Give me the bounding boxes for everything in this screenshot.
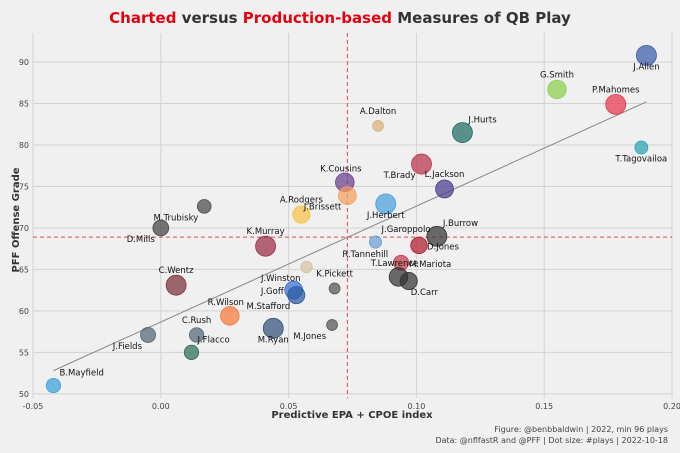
x-tick-label: 0.00: [152, 402, 170, 411]
point-label: M.Jones: [293, 332, 326, 342]
point-label: J.Winston: [260, 274, 301, 284]
data-point: [338, 186, 357, 205]
point-label: J.Burrow: [442, 219, 478, 229]
point-label: D.Mills: [127, 235, 156, 245]
point-label: K.Murray: [247, 227, 285, 237]
point-label: J.Flacco: [196, 335, 229, 345]
point-label: C.Wentz: [159, 266, 194, 276]
trend-line: [53, 101, 647, 372]
title-part: versus: [176, 9, 242, 27]
data-point: [636, 44, 657, 66]
point-label: K.Cousins: [320, 164, 362, 174]
data-point: [300, 260, 313, 274]
point-label: K.Pickett: [316, 270, 353, 280]
point-label: L.Jackson: [425, 170, 465, 180]
axis-ticks: -0.05 0.00 0.05 0.10 0.15 0.20 50 55 60 65 70 75 80 8…: [19, 58, 680, 411]
footnote-line-2: Data: @nflfastR and @PFF | Dot size: #pl…: [435, 436, 668, 445]
point-label: J.Goff: [260, 287, 285, 297]
y-tick-label: 50: [19, 390, 29, 399]
y-tick-label: 85: [19, 100, 29, 109]
data-point: [410, 236, 428, 255]
data-point: [547, 79, 567, 100]
data-point: [368, 235, 383, 249]
reference-lines: [33, 33, 672, 398]
point-label: T.Lawrence: [370, 259, 419, 269]
points: [45, 44, 657, 394]
data-point: [326, 319, 338, 331]
point-label: M.Mariota: [409, 260, 451, 270]
point-label: A.Dalton: [360, 107, 396, 117]
y-tick-label: 60: [19, 307, 29, 316]
title-part: Charted: [109, 9, 176, 27]
data-point: [435, 179, 454, 199]
point-label: R.Tannehill: [342, 250, 388, 260]
data-point: [292, 205, 311, 224]
y-tick-label: 70: [19, 224, 29, 233]
y-tick-label: 55: [19, 348, 29, 357]
point-label: M.Trubisky: [154, 213, 199, 223]
point-label: T.Brady: [383, 171, 416, 181]
y-tick-label: 75: [19, 182, 29, 191]
point-label: P.Mahomes: [592, 85, 640, 95]
y-tick-label: 80: [19, 141, 29, 150]
y-tick-label: 90: [19, 58, 29, 67]
data-point: [220, 306, 240, 326]
point-label: A.Rodgers: [280, 196, 324, 206]
point-label: J.Hurts: [467, 116, 497, 126]
chart-title: Charted versus Production-based Measures…: [109, 9, 571, 27]
point-label: J.Fields: [112, 342, 143, 352]
point-label: C.Rush: [182, 316, 211, 326]
data-point: [45, 377, 62, 394]
point-label: T.Tagovailoa: [614, 154, 667, 164]
data-point: [605, 93, 627, 115]
point-labels: J.Allen G.Smith P.Mahomes A.Dalton J.Hurts T.…: [59, 62, 667, 378]
point-label: M.Ryan: [258, 335, 289, 345]
data-point: [399, 272, 418, 291]
point-label: J.Allen: [632, 62, 659, 72]
point-label: G.Smith: [540, 70, 574, 80]
x-tick-label: -0.05: [23, 402, 44, 411]
data-point: [140, 327, 156, 343]
data-point: [188, 327, 205, 343]
x-tick-label: 0.05: [280, 402, 298, 411]
data-point: [287, 286, 306, 305]
data-point: [411, 153, 432, 175]
data-point: [183, 344, 200, 360]
data-point: [375, 193, 397, 215]
data-point: [262, 317, 284, 339]
data-point: [634, 140, 649, 155]
point-label: D.Carr: [411, 288, 439, 298]
y-tick-label: 65: [19, 265, 29, 274]
data-point: [328, 282, 341, 295]
point-label: R.Wilson: [208, 298, 244, 308]
trend-line-layer: [53, 101, 647, 372]
y-axis-label: PFF Offense Grade: [11, 167, 22, 272]
point-label: J.Brissett: [303, 203, 342, 213]
x-tick-label: 0.15: [535, 402, 553, 411]
point-label: D.Jones: [427, 242, 460, 252]
point-label: J.Garoppolo: [381, 225, 431, 235]
data-point: [426, 225, 448, 247]
data-point: [152, 219, 170, 237]
footnote-line-1: Figure: @benbbaldwin | 2022, min 96 play…: [494, 425, 668, 434]
title-part: Measures of QB Play: [392, 9, 571, 27]
data-point: [165, 274, 187, 296]
grid: [32, 33, 673, 398]
x-tick-label: 0.20: [663, 402, 680, 411]
point-label: M.Stafford: [246, 302, 290, 312]
data-point: [197, 199, 212, 214]
data-point: [372, 120, 384, 132]
x-tick-label: 0.10: [407, 402, 425, 411]
point-label: B.Mayfield: [59, 369, 103, 379]
data-point: [255, 235, 276, 257]
point-label: J.Herbert: [366, 211, 405, 221]
x-axis-label: Predictive EPA + CPOE index: [271, 410, 433, 421]
title-part: Production-based: [243, 9, 392, 27]
data-point: [452, 122, 473, 143]
